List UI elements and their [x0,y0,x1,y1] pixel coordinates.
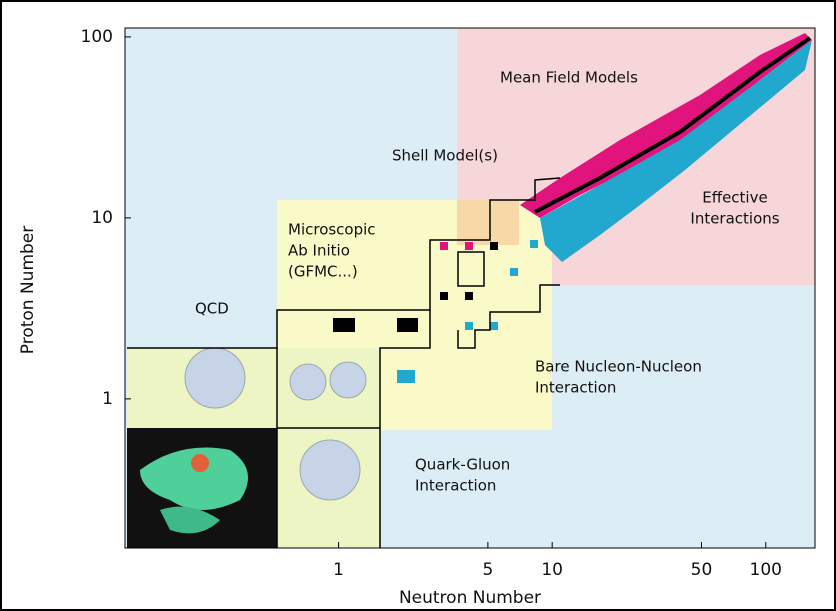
nucleus-square [465,322,473,330]
annotation: Microscopic [288,221,376,239]
annotation: Interaction [535,379,616,397]
nucleon-image [300,440,360,500]
x-tick-label: 10 [541,560,563,580]
annotation: Interactions [690,210,779,228]
y-tick-label: 1 [102,389,113,409]
annotation: (GFMC...) [288,263,358,281]
y-tick-label: 100 [81,27,113,47]
nucleus-square [490,322,498,330]
figure: Neutron Number Proton Number 1 5 10 50 100 1 1… [0,0,836,611]
x-tick-label: 1 [333,560,344,580]
annotation: Ab Initio [288,242,350,260]
nucleus-square [510,268,518,276]
x-tick-label: 50 [691,560,713,580]
y-tick-label: 10 [91,208,113,228]
x-tick-label: 100 [750,560,782,580]
annotation: Mean Field Models [500,69,638,87]
nucleus-square [465,242,473,250]
nucleus-square [490,242,498,250]
annotation: Quark-Gluon [415,456,510,474]
nucleus-square [440,292,448,300]
y-axis-label: Proton Number [18,226,38,355]
annotation: QCD [195,300,229,318]
region-overlap [457,200,519,245]
nucleon-image [185,348,245,408]
nucleus-square [440,242,448,250]
annotation: Interaction [415,477,496,495]
annotation: Bare Nucleon-Nucleon [535,358,702,376]
x-axis-label: Neutron Number [399,588,541,608]
nucleon-image [330,362,366,398]
nucleus-square [530,240,538,248]
nucleus-square [397,370,415,383]
nucleon-image [290,364,326,400]
nucleus-square [397,318,418,332]
annotation: Shell Model(s) [392,147,498,165]
nucleus-square [333,318,355,332]
nucleus-square [465,292,473,300]
x-tick-label: 5 [482,560,493,580]
annotation: Effective [702,189,767,207]
lattice-spot [191,454,209,472]
